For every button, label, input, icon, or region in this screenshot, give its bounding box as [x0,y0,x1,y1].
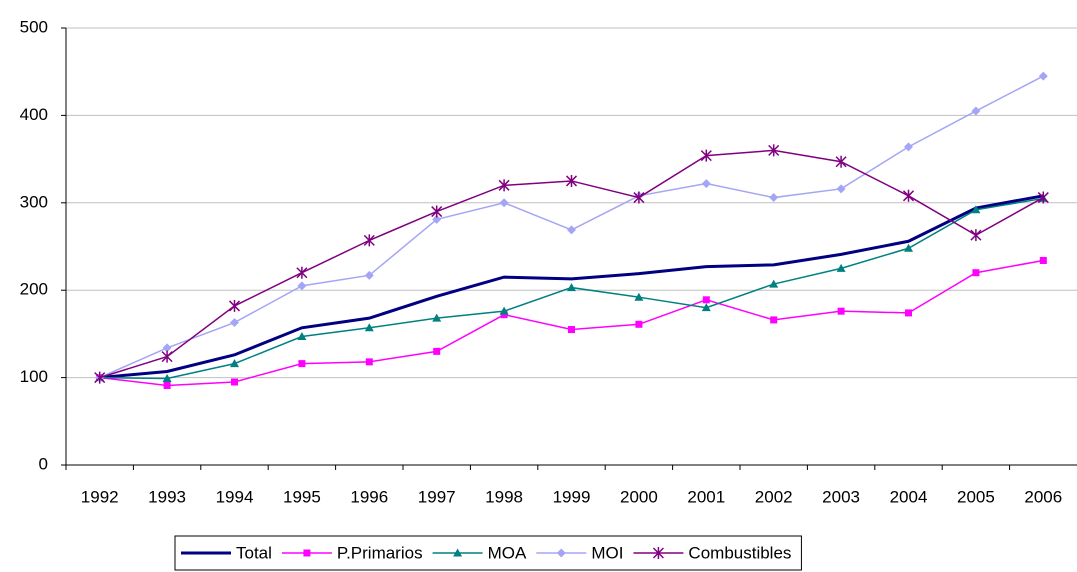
x-tick-label: 2005 [957,487,995,506]
x-tick-label: 1995 [283,487,321,506]
marker [635,320,643,328]
marker [902,189,915,202]
y-tick-label: 100 [20,367,48,386]
legend-label: MOI [591,543,623,562]
marker [1037,191,1049,204]
marker [565,174,578,187]
marker [835,155,847,168]
x-tick-label: 2002 [755,487,793,506]
x-tick-label: 2004 [890,487,928,506]
marker [432,214,442,224]
marker [228,299,241,312]
marker [567,283,576,292]
marker [498,179,510,192]
marker [904,142,913,152]
legend-label: MOA [488,543,527,562]
marker [770,316,778,324]
marker [303,549,311,557]
marker [1039,256,1047,264]
marker [162,373,172,382]
marker [297,332,307,341]
x-tick-label: 1996 [350,487,388,506]
legend-label: P.Primarios [337,543,423,562]
marker [905,309,912,317]
marker [364,270,374,280]
marker [836,184,846,194]
x-tick-label: 1999 [553,487,591,506]
legend-label: Total [236,543,272,562]
legend-box [174,535,802,571]
marker [567,225,576,235]
marker [556,548,566,558]
series-line [99,194,1044,380]
x-tick-label: 2006 [1024,487,1062,506]
x-tick-label: 2001 [687,487,725,506]
marker [904,243,913,252]
x-tick-label: 1993 [148,487,186,506]
marker [837,307,845,315]
marker [701,303,711,312]
marker [652,547,664,559]
marker [94,371,106,384]
marker [364,323,374,332]
marker [700,149,712,162]
legend-label: Combustibles [688,543,791,562]
marker [298,360,306,368]
x-tick-label: 1994 [216,487,254,506]
y-tick-label: 200 [20,280,48,299]
x-tick-label: 1997 [418,487,456,506]
marker [970,229,982,242]
marker [433,347,441,355]
marker [634,292,644,301]
x-tick-label: 1998 [485,487,523,506]
marker [453,548,463,557]
x-tick-label: 1992 [81,487,119,506]
marker [769,279,779,288]
marker [701,179,711,189]
marker [769,193,779,203]
y-tick-label: 400 [20,105,48,124]
marker [231,378,238,386]
marker [971,205,981,214]
y-tick-label: 0 [39,454,48,473]
marker [230,359,239,368]
marker [499,306,509,315]
marker [1038,71,1048,81]
marker [161,350,173,363]
marker [499,198,509,208]
marker [633,191,645,204]
marker [568,326,575,334]
marker [230,318,239,328]
marker [363,234,375,247]
marker [971,106,981,116]
marker [432,313,442,322]
marker [836,263,846,272]
marker [297,281,307,291]
marker [768,144,780,157]
marker [431,205,443,218]
x-tick-label: 2003 [822,487,860,506]
y-tick-label: 500 [20,17,48,36]
y-tick-label: 300 [20,192,48,211]
marker [702,296,710,304]
marker [972,269,980,277]
marker [163,381,171,389]
x-tick-label: 2000 [620,487,658,506]
legend: Total P.Primarios MOA MOI Combustibles [174,535,802,571]
marker [296,266,308,279]
marker [162,343,172,353]
marker [365,358,373,366]
